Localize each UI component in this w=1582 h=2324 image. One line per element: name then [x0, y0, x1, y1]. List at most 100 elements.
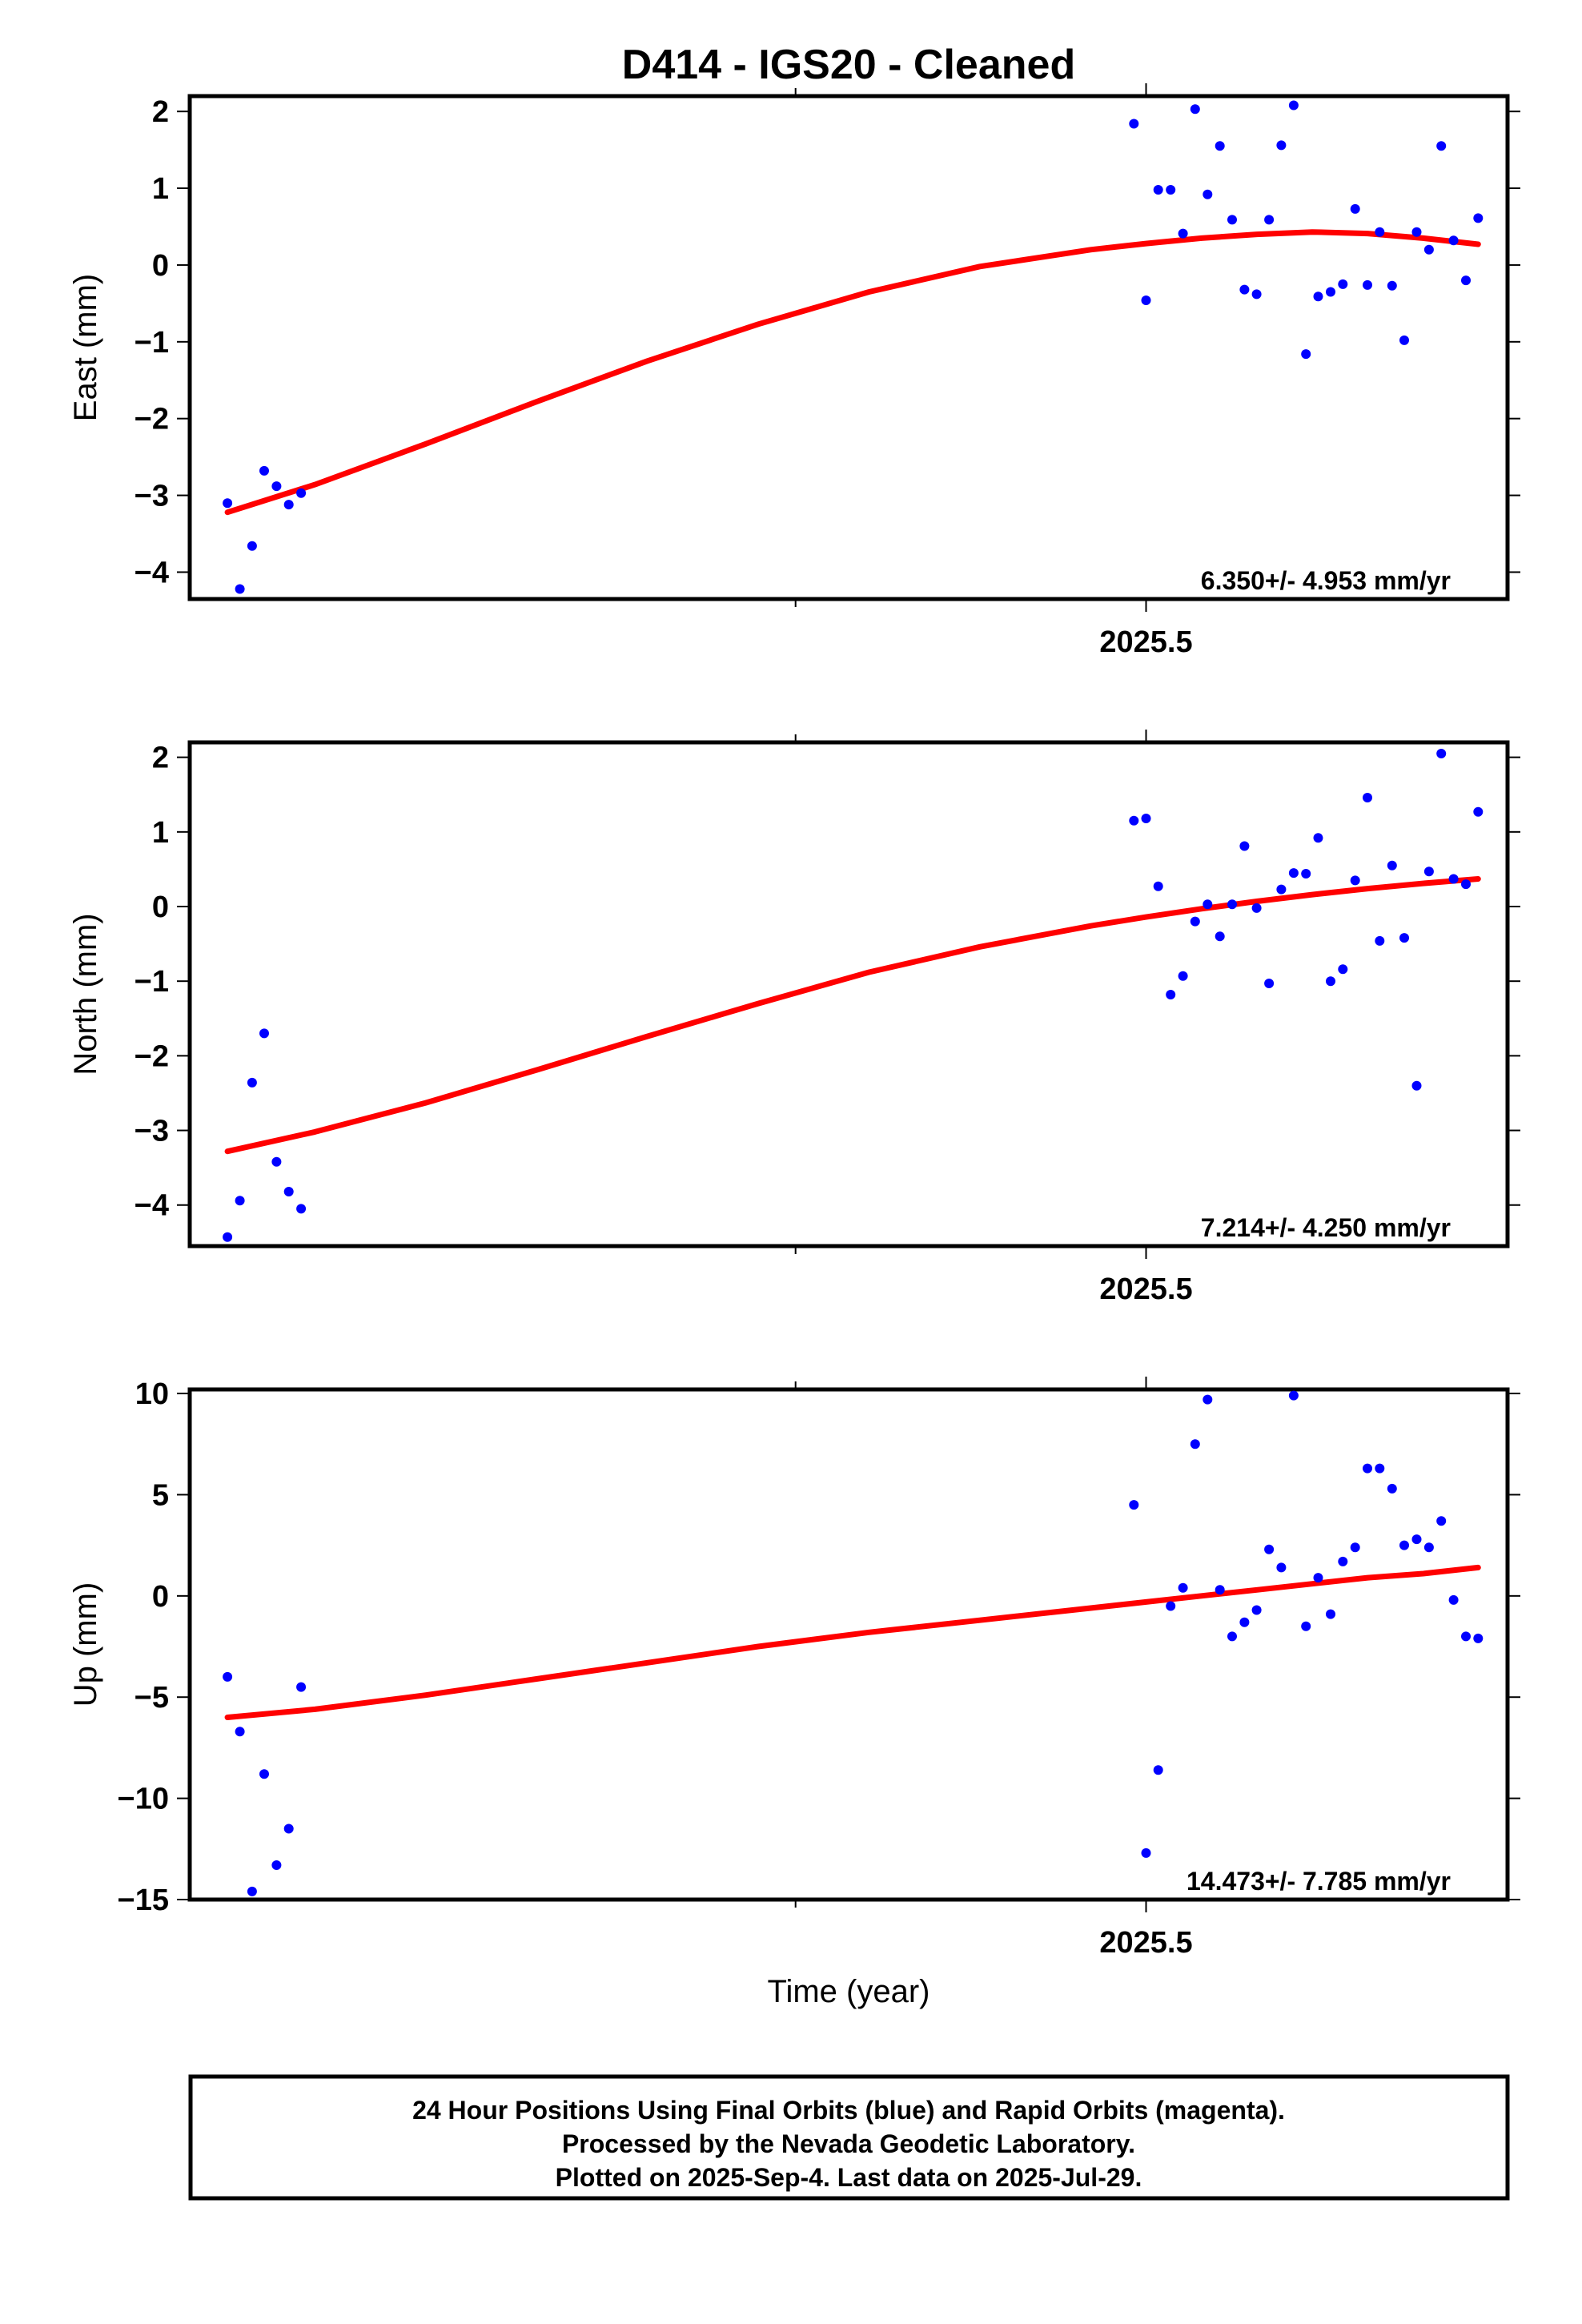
north-y-axis-label: North (mm) [68, 913, 103, 1075]
east-data-point [223, 498, 233, 509]
footer-frame [188, 2074, 1510, 2201]
east-data-point [1461, 275, 1471, 286]
north-data-point [296, 1204, 307, 1214]
up-data-point [1313, 1573, 1323, 1583]
north-fit-line [224, 876, 1481, 1155]
up-y-tick-label: −5 [135, 1681, 169, 1715]
north-data-point [1436, 749, 1447, 758]
east-data-point [271, 481, 282, 492]
up-data-point [1350, 1542, 1360, 1553]
north-data-point [235, 1196, 245, 1206]
north-data-point [1276, 884, 1287, 895]
east-data-point [1215, 141, 1225, 151]
east-data-point [1411, 227, 1422, 237]
up-data-point [1166, 1601, 1176, 1611]
footer-line-1: 24 Hour Positions Using Final Orbits (bl… [412, 2096, 1285, 2125]
up-data-point [1399, 1540, 1409, 1550]
east-data-point [1129, 119, 1139, 129]
up-y-tick-label: 0 [152, 1580, 169, 1614]
up-rate-label: 14.473+/- 7.785 mm/yr [1186, 1867, 1451, 1896]
panel-east: 2 1 0 −1 −2 −3 −4 2025.5 East (mm) 6.350+/- 4.953… [68, 83, 1520, 659]
north-data-point [1387, 860, 1397, 870]
east-data-point [1203, 189, 1213, 199]
north-x-tick-label: 2025.5 [1099, 1273, 1192, 1306]
east-y-tick-label: 0 [152, 249, 169, 283]
north-data-point [1239, 841, 1250, 851]
east-data-point [1251, 289, 1262, 300]
north-data-point [1448, 874, 1459, 884]
east-data-point [1141, 296, 1151, 305]
figure-title: D414 - IGS20 - Cleaned [622, 42, 1075, 88]
east-y-tick-label: 2 [152, 95, 169, 129]
north-rate-label: 7.214+/- 4.250 mm/yr [1201, 1213, 1451, 1242]
north-data-point [1141, 814, 1151, 823]
up-y-tick-label: 10 [135, 1377, 169, 1411]
up-data-point [1326, 1609, 1335, 1619]
north-data-point [1288, 868, 1299, 879]
up-data-point [247, 1886, 257, 1896]
up-data-point [283, 1823, 294, 1834]
east-data-point [1338, 279, 1348, 289]
up-data-point [1203, 1394, 1213, 1405]
north-data-point [1363, 793, 1372, 802]
up-data-point [259, 1769, 269, 1779]
north-plot-frame [187, 740, 1510, 1248]
up-data-point [271, 1860, 282, 1870]
north-data-point [1264, 979, 1275, 988]
up-data-point [296, 1682, 307, 1692]
east-y-tick-label: 1 [152, 172, 169, 206]
up-plot-frame [187, 1387, 1510, 1902]
north-y-tick-label: −4 [135, 1189, 169, 1223]
east-y-tick-label: −3 [135, 480, 169, 513]
north-data-point [1461, 879, 1471, 890]
east-fit-line [224, 229, 1481, 516]
north-y-tick-label: −3 [135, 1115, 169, 1148]
north-y-tick-label: −1 [135, 965, 169, 999]
up-data-point [1190, 1439, 1200, 1449]
north-data-point [1399, 933, 1409, 943]
north-data-point [1326, 976, 1335, 987]
north-data-point [259, 1028, 269, 1039]
up-data-point [1178, 1582, 1188, 1593]
east-data-point [1423, 244, 1434, 255]
north-data-point [1203, 899, 1213, 910]
north-data-point [1338, 964, 1348, 975]
east-x-tick-label: 2025.5 [1099, 625, 1192, 659]
north-y-tick-label: −2 [135, 1039, 169, 1073]
east-data-point [1239, 284, 1250, 295]
footer-line-3: Plotted on 2025-Sep-4. Last data on 2025… [556, 2163, 1142, 2192]
up-data-point [1301, 1621, 1311, 1631]
panel-up: 10 5 0 −5 −10 −15 2025.5 Up (mm) Time (year) 14.4… [68, 1377, 1520, 2009]
up-data-point [1141, 1848, 1151, 1858]
east-data-point [1326, 287, 1335, 297]
up-data-point [1215, 1585, 1225, 1595]
east-data-point [1399, 335, 1409, 345]
east-data-point [247, 541, 257, 551]
north-y-tick-label: 0 [152, 891, 169, 924]
east-data-point [1264, 215, 1275, 225]
up-data-point [223, 1671, 233, 1682]
up-data-point [1375, 1463, 1385, 1474]
north-data-point [1129, 815, 1139, 826]
up-y-tick-label: −15 [118, 1884, 169, 1917]
east-data-point [1350, 203, 1360, 214]
up-y-tick-label: −10 [118, 1783, 169, 1816]
east-data-point [1288, 100, 1299, 111]
east-data-point [1276, 140, 1287, 151]
east-data-point [1436, 141, 1447, 151]
up-data-point [1363, 1463, 1372, 1474]
up-y-tick-label: 5 [152, 1478, 169, 1512]
up-data-point [1411, 1534, 1422, 1545]
up-data-point [1251, 1605, 1262, 1615]
up-x-tick-label: 2025.5 [1099, 1926, 1192, 1960]
north-data-point [1313, 833, 1323, 843]
east-data-point [1190, 104, 1200, 115]
up-data-point [1227, 1631, 1237, 1642]
north-y-tick-label: 1 [152, 816, 169, 850]
north-data-point [247, 1077, 257, 1088]
up-x-axis-label: Time (year) [768, 1974, 930, 2009]
up-data-point [1338, 1556, 1348, 1566]
up-data-point [1288, 1390, 1299, 1401]
up-data-point [1129, 1500, 1139, 1510]
